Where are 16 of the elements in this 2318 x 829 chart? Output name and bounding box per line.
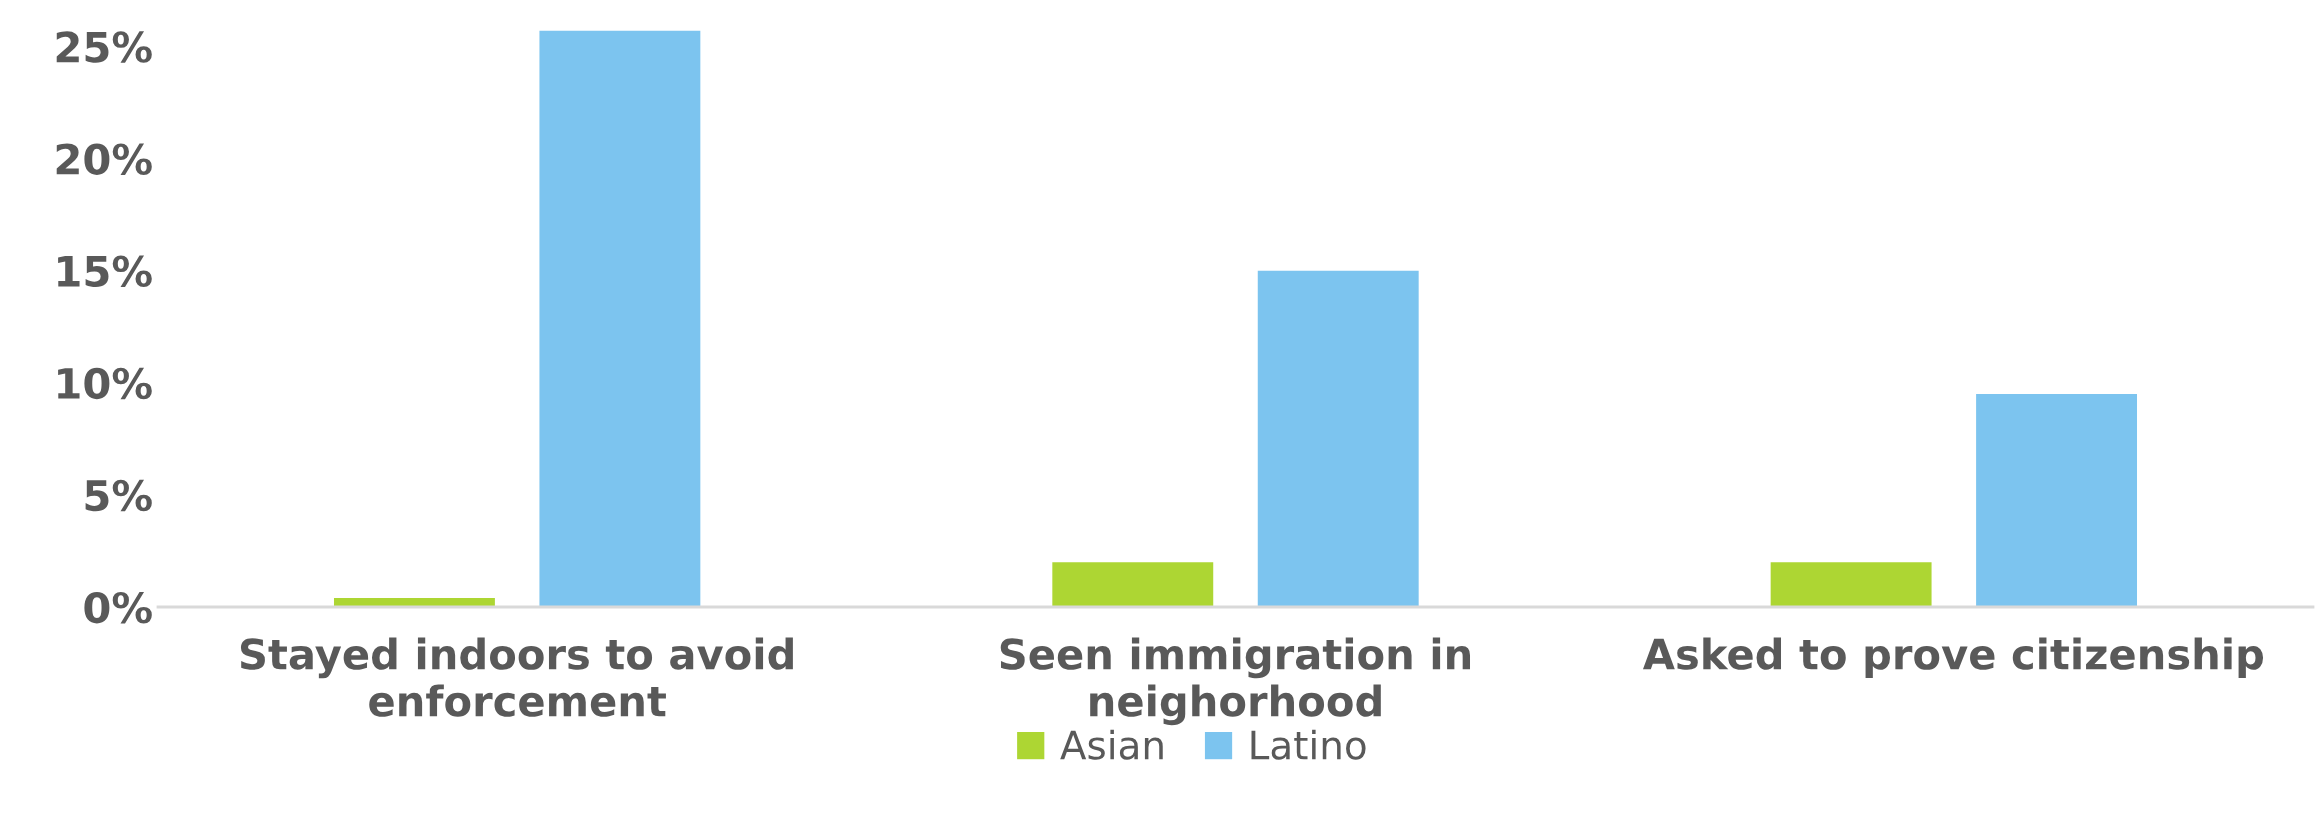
y-tick-label: 20% <box>56 143 152 175</box>
bar <box>1257 270 1419 607</box>
y-tick-label: 25% <box>56 31 152 63</box>
y-tick-label: 0% <box>84 591 152 624</box>
y-tick-label: 15% <box>58 255 152 288</box>
legend-label: Latino <box>1251 729 1366 760</box>
x-tick-label: Seen immigration in neighorhood <box>1000 637 1470 726</box>
legend-label: Asian <box>1060 729 1163 760</box>
bar <box>539 30 701 607</box>
x-tick-label: Stayed indoors to avoid enforcement <box>240 637 793 717</box>
bar <box>1052 562 1214 607</box>
bar <box>1976 393 2138 607</box>
bar <box>1770 562 1932 607</box>
x-tick-label: Asked to prove citizenship <box>1642 637 2264 678</box>
y-tick-label: 5% <box>85 479 152 512</box>
y-tick-label: 10% <box>58 367 152 400</box>
